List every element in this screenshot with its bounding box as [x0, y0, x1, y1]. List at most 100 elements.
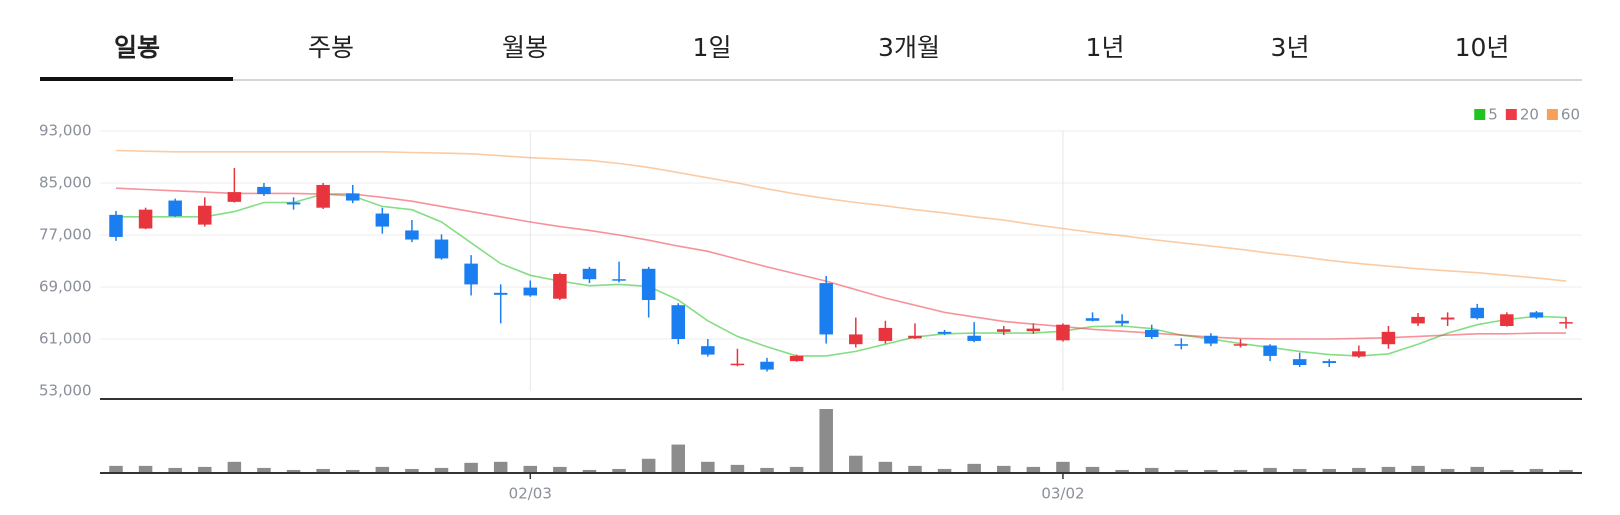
candle-body — [849, 334, 863, 345]
candle-body — [523, 287, 538, 296]
y-tick-label: 85,000 — [39, 174, 92, 192]
volume-bar — [405, 468, 419, 473]
candle-body — [819, 283, 833, 335]
candle-body — [671, 305, 685, 339]
candle-body — [1352, 351, 1366, 357]
candle-body — [1026, 328, 1041, 332]
candle-body — [316, 184, 330, 208]
volume-bar — [227, 461, 242, 473]
volume-bar — [345, 469, 360, 473]
tab[interactable]: 1년 — [1086, 33, 1125, 62]
candle-body — [1322, 361, 1337, 364]
volume-bar — [1352, 467, 1366, 473]
volume-bar — [1411, 465, 1425, 473]
volume-bar — [1204, 469, 1218, 473]
volume-bar — [937, 468, 952, 473]
candle-body — [405, 230, 419, 240]
volume-bar — [138, 465, 153, 473]
candle-body — [701, 346, 715, 355]
tab-underline — [40, 77, 233, 81]
volume-bar — [553, 466, 567, 473]
tab[interactable]: 일봉 — [114, 33, 160, 62]
volume-bar — [257, 467, 271, 473]
candle-body — [138, 209, 153, 229]
volume-bar — [375, 466, 390, 473]
candle-body — [375, 213, 390, 227]
candle-body — [1204, 335, 1218, 344]
y-tick-label: 77,000 — [39, 226, 92, 244]
legend-swatch — [1505, 109, 1517, 120]
candle-body — [997, 329, 1011, 332]
legend-label: 5 — [1488, 106, 1498, 124]
candle-body — [1056, 324, 1070, 341]
y-tick-label: 53,000 — [39, 382, 92, 400]
ma-line — [115, 187, 1566, 340]
y-tick-label: 93,000 — [39, 122, 92, 140]
candle-body — [937, 331, 952, 334]
candle-body — [345, 193, 360, 201]
candle-body — [198, 205, 212, 225]
candle-body — [582, 268, 597, 280]
tab[interactable]: 1일 — [693, 33, 732, 62]
volume-bar — [1440, 468, 1455, 473]
candle-body — [493, 292, 508, 295]
volume-bar — [1085, 466, 1100, 473]
volume-bar — [1381, 466, 1396, 473]
tab[interactable]: 3개월 — [878, 33, 940, 62]
candle-body — [1470, 307, 1484, 319]
volume-bar — [434, 467, 449, 473]
y-tick-label: 69,000 — [39, 278, 92, 296]
candle-body — [908, 335, 922, 339]
volume-bar — [671, 444, 685, 473]
volume-bar — [730, 464, 745, 473]
volume-bar — [1470, 466, 1484, 473]
candle-body — [553, 274, 567, 299]
candle-body — [641, 268, 656, 300]
legend-label: 60 — [1561, 106, 1580, 124]
volume-bar — [1144, 467, 1159, 473]
volume-bar — [1292, 468, 1307, 473]
candle-body — [878, 327, 893, 341]
volume-bar — [789, 466, 804, 473]
volume-bar — [849, 455, 863, 473]
volume-bar — [1263, 467, 1277, 473]
legend-swatch — [1474, 109, 1486, 120]
candle-body — [1529, 312, 1544, 318]
volume-bar — [1529, 468, 1544, 473]
tab[interactable]: 3년 — [1271, 33, 1310, 62]
tab[interactable]: 주봉 — [308, 33, 354, 62]
candle-body — [1440, 317, 1455, 320]
candle-body — [1292, 359, 1307, 365]
candle-body — [730, 363, 745, 366]
volume-bar — [464, 462, 478, 473]
candle-body — [1559, 322, 1573, 324]
candle-body — [1174, 344, 1189, 346]
x-tick-label: 03/02 — [1041, 485, 1084, 503]
ma-line — [115, 149, 1567, 282]
candle-body — [286, 202, 301, 205]
volume-bar — [109, 465, 123, 473]
tab[interactable]: 10년 — [1455, 33, 1510, 62]
x-tick-label: 02/03 — [509, 485, 552, 503]
volume-bar — [1322, 468, 1337, 473]
ma-line — [116, 193, 1567, 357]
volume-bar — [967, 463, 981, 473]
candle-body — [227, 192, 242, 202]
legend-label: 20 — [1520, 106, 1539, 124]
volume-bar — [612, 468, 626, 473]
candle-body — [1500, 314, 1514, 326]
volume-bar — [1115, 469, 1129, 473]
volume-bar — [1026, 466, 1041, 473]
volume-bar — [760, 467, 774, 473]
volume-bar — [1500, 469, 1514, 473]
tab[interactable]: 월봉 — [502, 33, 548, 62]
volume-bar — [1174, 469, 1189, 473]
volume-bar — [1056, 461, 1070, 473]
candle-body — [1233, 344, 1248, 346]
candle-body — [1263, 345, 1277, 356]
candle-body — [1411, 316, 1425, 324]
y-tick-label: 61,000 — [39, 330, 92, 348]
candle-body — [760, 361, 774, 370]
